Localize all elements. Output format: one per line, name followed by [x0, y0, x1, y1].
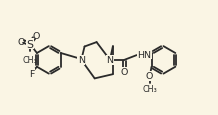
Text: N: N: [78, 56, 85, 65]
Text: F: F: [29, 69, 34, 78]
Text: O: O: [32, 32, 39, 41]
Text: O: O: [146, 71, 153, 80]
Text: S: S: [26, 39, 33, 49]
Text: O: O: [121, 68, 128, 77]
Text: O: O: [18, 37, 25, 46]
Text: HN: HN: [138, 50, 152, 59]
Text: CH₃: CH₃: [142, 85, 157, 93]
Text: N: N: [106, 56, 113, 65]
Text: CH₃: CH₃: [22, 55, 37, 64]
